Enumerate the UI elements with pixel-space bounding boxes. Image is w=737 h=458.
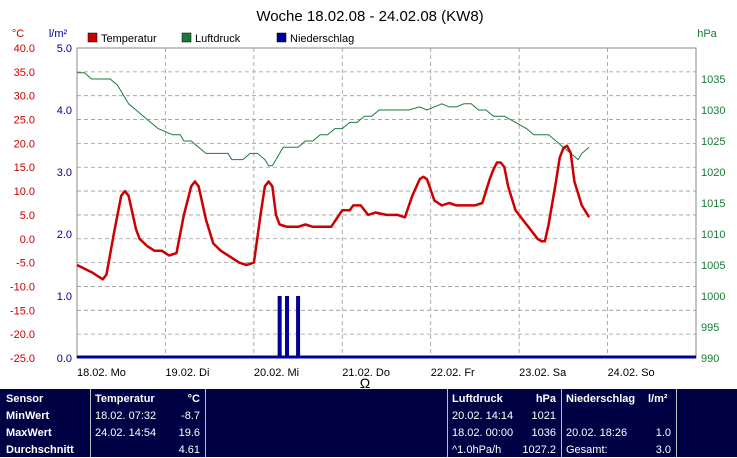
date-tick-label: 20.02. Mi (254, 367, 299, 379)
divider (90, 389, 91, 457)
divider (561, 389, 562, 457)
pressure-axis: 1035 1030 1025 1020 1015 1010 1005 1000 995 990 (701, 74, 725, 365)
date-axis: 18.02. Mo 19.02. Di 20.02. Mi 21.02. Do 22.0… (77, 367, 655, 379)
precipitation-tick-label: 4.0 (57, 105, 72, 117)
plot-frame (76, 47, 697, 359)
temp-unit-label: °C (12, 28, 24, 40)
min-pressure-time: 20.02. 14:14 (452, 410, 514, 422)
precipitation-total-label: Gesamt: (566, 444, 608, 456)
chart-title: Woche 18.02.08 - 24.02.08 (KW8) (256, 8, 483, 25)
min-temp-value: -8.7 (181, 410, 200, 422)
temperature-tick-label: 40.0 (14, 43, 35, 55)
date-tick-label: 24.02. So (608, 367, 655, 379)
divider (676, 389, 677, 457)
temperature-tick-label: 15.0 (14, 162, 35, 174)
temperature-tick-label: -15.0 (10, 305, 35, 317)
date-tick-label: 21.02. Do (342, 367, 390, 379)
date-tick-label: 19.02. Di (165, 367, 209, 379)
temperature-tick-label: 30.0 (14, 91, 35, 103)
grid (77, 48, 696, 358)
header-temperature-unit: °C (187, 393, 200, 405)
average-pressure-value: 1027.2 (522, 444, 556, 456)
precipitation-tick-label: 5.0 (57, 43, 72, 55)
temperature-tick-label: 10.0 (14, 186, 35, 198)
max-precipitation-time: 20.02. 18:26 (566, 427, 628, 439)
precipitation-bar (277, 296, 282, 358)
precipitation-tick-label: 0.0 (57, 353, 72, 365)
current-time-marker-icon: Ω (360, 375, 370, 389)
divider (447, 389, 448, 457)
date-tick-label: 23.02. Sa (519, 367, 567, 379)
row-label-max: MaxWert (6, 427, 52, 439)
temperature-tick-label: 20.0 (14, 138, 35, 150)
legend-swatch-precipitation (276, 32, 287, 43)
header-pressure-unit: hPa (535, 393, 556, 405)
pressure-tick-label: 1000 (701, 291, 725, 303)
header-temperature: Temperatur (95, 393, 155, 405)
legend-swatch-temperature (87, 32, 98, 43)
pressure-tick-label: 1025 (701, 136, 725, 148)
max-precipitation-value: 1.0 (655, 427, 671, 439)
pressure-unit-label: hPa (697, 28, 717, 40)
pressure-tick-label: 1010 (701, 229, 725, 241)
temperature-tick-label: -25.0 (10, 353, 35, 365)
header-precipitation-unit: l/m² (648, 393, 668, 405)
header-pressure: Luftdruck (452, 393, 503, 405)
precipitation-bar (296, 296, 301, 358)
temperature-tick-label: -20.0 (10, 329, 35, 341)
temperature-tick-label: 35.0 (14, 67, 35, 79)
precipitation-bar (285, 296, 290, 358)
rain-unit-label: l/m² (49, 28, 68, 40)
series-temperature-line (76, 144, 591, 281)
temperature-tick-label: 25.0 (14, 115, 35, 127)
header-precipitation: Niederschlag (566, 393, 636, 405)
row-label-average: Durchschnitt (6, 444, 74, 456)
pressure-tick-label: 1015 (701, 198, 725, 210)
max-pressure-time: 18.02. 00:00 (452, 427, 514, 439)
pressure-tick-label: 1035 (701, 74, 725, 86)
pressure-tick-label: 1005 (701, 260, 725, 272)
statistics-table: Sensor Temperatur °C Luftdruck hPa Niede… (0, 389, 737, 457)
header-sensor: Sensor (6, 393, 44, 405)
date-tick-label: 18.02. Mo (77, 367, 126, 379)
legend-swatch-pressure (181, 32, 192, 43)
temperature-tick-label: -10.0 (10, 281, 35, 293)
max-temp-value: 19.6 (178, 427, 200, 439)
min-pressure-value: 1021 (531, 410, 556, 422)
precipitation-total-value: 3.0 (655, 444, 671, 456)
weekly-weather-chart: Woche 18.02.08 - 24.02.08 (KW8) °C l/m² … (10, 8, 726, 389)
legend-label-precipitation: Niederschlag (290, 33, 354, 45)
pressure-tick-label: 1030 (701, 105, 725, 117)
temperature-tick-label: 5.0 (20, 210, 35, 222)
pressure-tick-label: 990 (701, 353, 719, 365)
legend-label-pressure: Luftdruck (195, 33, 241, 45)
precipitation-bars (277, 296, 301, 358)
max-pressure-value: 1036 (531, 427, 556, 439)
min-temp-time: 18.02. 07:32 (95, 410, 157, 422)
precipitation-axis: 5.0 4.0 3.0 2.0 1.0 0.0 (57, 43, 72, 365)
temperature-tick-label: -5.0 (16, 258, 35, 270)
precipitation-tick-label: 1.0 (57, 291, 72, 303)
series-pressure-line (77, 72, 590, 167)
max-temp-time: 24.02. 14:54 (95, 427, 157, 439)
divider (205, 389, 206, 457)
temperature-tick-label: 0.0 (20, 234, 35, 246)
average-temp-value: 4.61 (178, 444, 200, 456)
precipitation-tick-label: 3.0 (57, 167, 72, 179)
pressure-tick-label: 995 (701, 322, 719, 334)
pressure-trend: ^1.0hPa/h (452, 444, 502, 456)
date-tick-label: 22.02. Fr (431, 367, 475, 379)
temperature-axis: 40.0 35.0 30.0 25.0 20.0 15.0 10.0 5.0 0.0 -5.0 -1… (10, 43, 35, 365)
row-label-min: MinWert (6, 410, 50, 422)
pressure-tick-label: 1020 (701, 167, 725, 179)
legend-label-temperature: Temperatur (101, 33, 157, 45)
precipitation-tick-label: 2.0 (57, 229, 72, 241)
